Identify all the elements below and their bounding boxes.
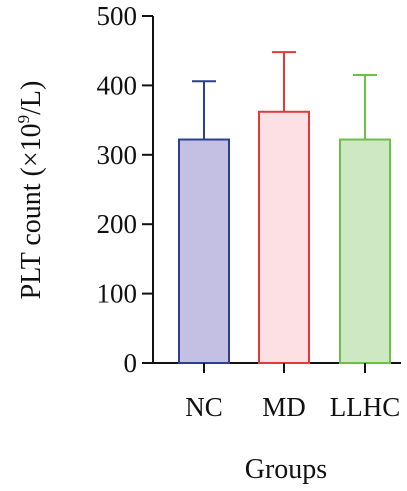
- plot-area: 0 100 200 300 400 500 NC MD LLHC: [97, 1, 401, 422]
- x-tick-label-llhc: LLHC: [330, 392, 401, 422]
- x-tick-label-nc: NC: [185, 392, 223, 422]
- bar-nc: [178, 138, 230, 364]
- y-axis-title-main: PLT count (×10: [16, 123, 47, 299]
- y-tick-label-400: 400: [97, 70, 138, 100]
- y-axis-title-tail: /L): [16, 81, 47, 115]
- bar-md: [258, 110, 310, 364]
- y-axis-title-sup: 9: [14, 115, 33, 124]
- y-tick-label-300: 300: [97, 140, 138, 170]
- x-axis-title: Groups: [245, 454, 327, 485]
- y-tick-label-200: 200: [97, 209, 138, 239]
- y-tick-label-100: 100: [97, 279, 138, 309]
- y-tick-label-0: 0: [124, 348, 138, 378]
- x-tick-label-md: MD: [262, 392, 306, 422]
- y-tick-label-500: 500: [97, 1, 138, 31]
- y-axis-title: PLT count (×109/L): [14, 81, 47, 300]
- bar-llhc: [339, 138, 391, 364]
